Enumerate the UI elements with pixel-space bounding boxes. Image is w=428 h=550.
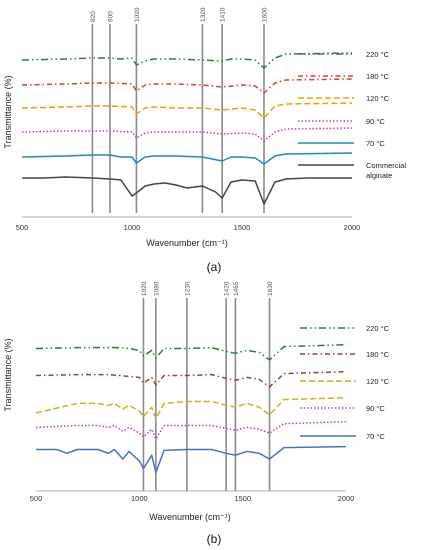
legend-label: 70 °C [366, 432, 385, 441]
x-tick-label: 1500 [234, 223, 251, 232]
reference-line-label: 1020 [134, 7, 141, 22]
reference-line-label: 1230 [184, 281, 191, 296]
reference-line-label: 1465 [233, 281, 240, 296]
reference-lines: 1020 1080 1230 1420 1465 1630 [141, 281, 274, 491]
legend-label: Commercial alginate [366, 161, 406, 180]
series-line [36, 445, 347, 474]
x-axis: 500 1000 1500 2000 Wavenumber (cm⁻¹) [30, 490, 355, 522]
reference-line-label: 900 [108, 11, 115, 22]
series-line [35, 420, 347, 440]
series-line [21, 52, 353, 69]
series-line [21, 152, 353, 165]
legend-label: 220 °C [366, 50, 390, 59]
x-tick-label: 1000 [124, 223, 141, 232]
x-tick-label: 500 [16, 223, 29, 232]
legend: 220 °C 180 °C 120 °C 90 °C 70 °C [300, 324, 390, 441]
y-axis-label: Transmittance (%) [3, 338, 13, 411]
x-tick-label: 500 [30, 494, 43, 503]
reference-line-label: 1080 [153, 281, 160, 296]
x-tick-label: 2000 [338, 494, 355, 503]
reference-line-label: 1420 [224, 281, 231, 296]
x-tick-labels: 500 1000 1500 2000 [16, 223, 361, 232]
reference-line-label: 820 [90, 11, 97, 22]
x-tick-label: 1500 [234, 494, 251, 503]
legend-label: 120 °C [366, 94, 390, 103]
reference-line-label: 1020 [141, 281, 148, 296]
legend-label: 180 °C [366, 350, 390, 359]
reference-line-label: 1630 [267, 281, 274, 296]
reference-line-label: 1410 [220, 7, 227, 22]
series-line [22, 176, 352, 205]
chart-panel-b: 1020 1080 1230 1420 1465 1630 500 1000 1500 2000… [3, 281, 390, 546]
legend-label: 220 °C [366, 324, 390, 333]
chart-panel-a: 820 900 1020 1320 1410 1600 500 1000 1500 2000 W… [3, 7, 407, 274]
legend-label: 90 °C [366, 404, 385, 413]
x-axis-label: Wavenumber (cm⁻¹) [149, 512, 230, 522]
legend-label: 180 °C [366, 72, 390, 81]
x-tick-label: 2000 [344, 223, 361, 232]
series-line [35, 396, 347, 420]
legend-label: 90 °C [366, 117, 385, 126]
x-axis-label: Wavenumber (cm⁻¹) [146, 238, 227, 248]
reference-line-label: 1600 [262, 7, 269, 22]
legend-label: 70 °C [366, 139, 385, 148]
series-line [35, 370, 347, 388]
legend-label: 120 °C [366, 377, 390, 386]
x-tick-label: 1000 [131, 494, 148, 503]
reference-lines: 820 900 1020 1320 1410 1600 [90, 7, 269, 213]
series-lines [35, 343, 347, 474]
x-axis: 500 1000 1500 2000 Wavenumber (cm⁻¹) [16, 216, 361, 248]
reference-line-label: 1320 [200, 7, 207, 22]
x-tick-labels: 500 1000 1500 2000 [30, 494, 355, 503]
panel-label-b: (b) [207, 532, 222, 546]
series-line [35, 343, 347, 361]
series-line [21, 127, 353, 142]
series-line [21, 102, 353, 119]
panel-label-a: (a) [207, 260, 222, 274]
series-lines [21, 52, 353, 205]
y-axis-label: Transmittance (%) [3, 75, 13, 148]
legend: 220 °C 180 °C 120 °C 90 °C 70 °C Commercial al… [298, 50, 406, 180]
